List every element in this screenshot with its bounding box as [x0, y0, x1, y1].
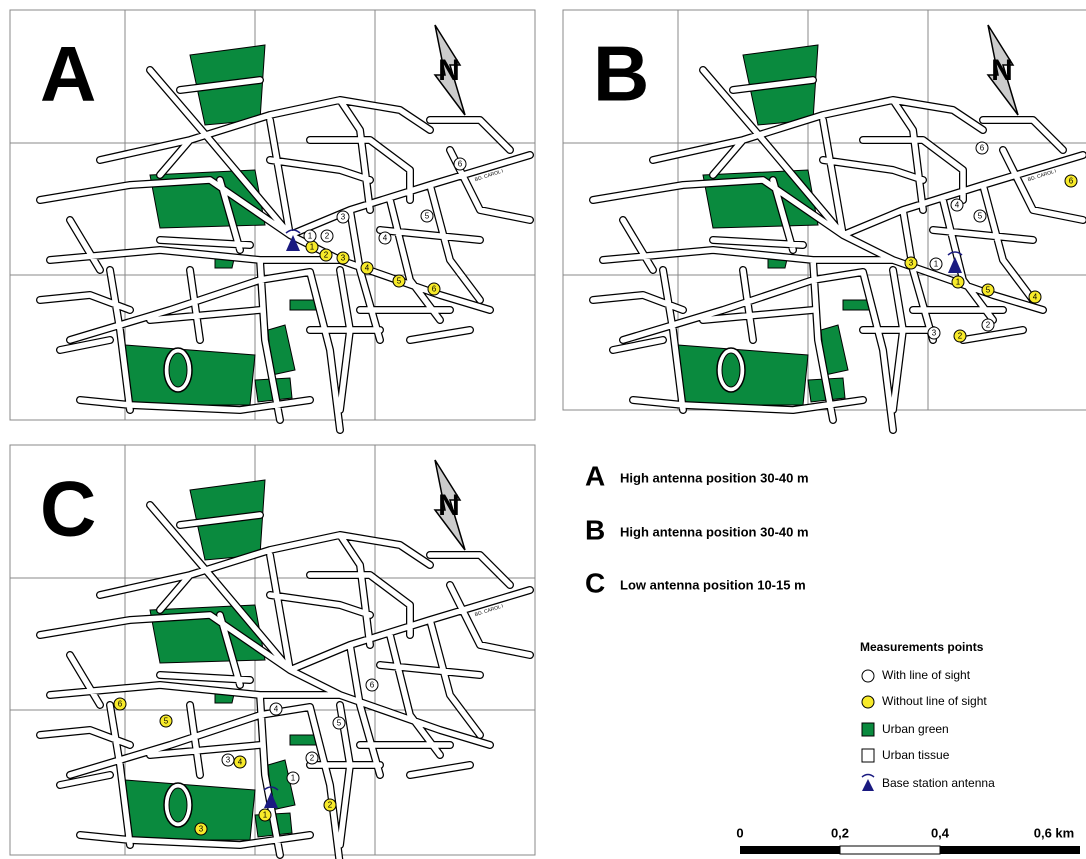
stadium-inner: [722, 353, 740, 387]
scenario-legend: A High antenna position 30-40 m B High a…: [585, 460, 809, 598]
scale-seg: [840, 846, 940, 854]
point-label: 5: [397, 277, 402, 286]
point-label: 3: [932, 329, 937, 338]
point-label: 3: [226, 756, 231, 765]
point-label: 3: [909, 259, 914, 268]
north-label: N: [438, 54, 460, 87]
scenario-text: Low antenna position 10-15 m: [620, 577, 806, 592]
point-label: 6: [458, 160, 463, 169]
point-label: 1: [956, 278, 961, 287]
scale-label: 0: [736, 825, 743, 840]
los-symbol: [862, 670, 874, 682]
stadium-inner: [169, 788, 187, 822]
point-label: 2: [958, 332, 963, 341]
point-label: 1: [310, 243, 315, 252]
point-label: 6: [1069, 177, 1074, 186]
point-label: 2: [986, 321, 991, 330]
scale-label: 0,6 km: [1034, 825, 1074, 840]
panel-letter: A: [40, 30, 96, 118]
scale-label: 0,2: [831, 825, 849, 840]
tissue-symbol: [862, 749, 874, 762]
green-symbol: [862, 723, 874, 736]
point-label: 5: [425, 212, 430, 221]
point-label: 2: [310, 754, 315, 763]
legend-item: Without line of sight: [882, 694, 987, 708]
point-label: 4: [365, 264, 370, 273]
scale-seg: [940, 846, 1080, 854]
scale-label: 0,4: [931, 825, 950, 840]
point-label: 5: [164, 717, 169, 726]
legend-item: Urban tissue: [882, 748, 950, 762]
antenna-wave: [862, 775, 874, 778]
point-label: 6: [432, 285, 437, 294]
point-label: 5: [337, 719, 342, 728]
map-panel: BD. CAROL IBN112233445566: [563, 10, 1086, 430]
scenario-letter: C: [585, 567, 605, 598]
point-label: 1: [308, 232, 313, 241]
point-legend: Measurements points With line of sight W…: [860, 640, 995, 791]
scenario-letter: B: [585, 514, 605, 545]
point-label: 4: [238, 758, 243, 767]
point-label: 2: [325, 232, 330, 241]
point-label: 2: [324, 251, 329, 260]
nlos-symbol: [862, 696, 874, 708]
panel-letter: C: [40, 465, 96, 553]
point-label: 4: [383, 234, 388, 243]
point-label: 1: [934, 260, 939, 269]
point-label: 1: [291, 774, 296, 783]
legend-item: Base station antenna: [882, 776, 995, 790]
stadium-inner: [169, 353, 187, 387]
point-label: 3: [341, 213, 346, 222]
point-label: 6: [370, 681, 375, 690]
point-label: 3: [341, 254, 346, 263]
north-label: N: [438, 489, 460, 522]
point-label: 3: [199, 825, 204, 834]
legend-item: With line of sight: [882, 668, 971, 682]
north-label: N: [991, 54, 1013, 87]
point-label: 4: [955, 201, 960, 210]
scenario-letter: A: [585, 460, 605, 491]
panel-letter: B: [593, 30, 649, 118]
scale-seg: [740, 846, 840, 854]
scenario-text: High antenna position 30-40 m: [620, 524, 809, 539]
point-label: 4: [1033, 293, 1038, 302]
scenario-text: High antenna position 30-40 m: [620, 470, 809, 485]
point-label: 4: [274, 705, 279, 714]
scale-bar: 0 0,2 0,4 0,6 km: [736, 825, 1080, 854]
point-label: 6: [980, 144, 985, 153]
legend-item: Urban green: [882, 722, 949, 736]
figure: A High antenna position 30-40 m B High a…: [0, 0, 1086, 859]
point-label: 5: [986, 286, 991, 295]
legend-title: Measurements points: [860, 640, 984, 654]
point-label: 1: [263, 811, 268, 820]
point-label: 5: [978, 212, 983, 221]
point-label: 6: [118, 700, 123, 709]
antenna-symbol: [862, 779, 874, 791]
point-label: 2: [328, 801, 333, 810]
